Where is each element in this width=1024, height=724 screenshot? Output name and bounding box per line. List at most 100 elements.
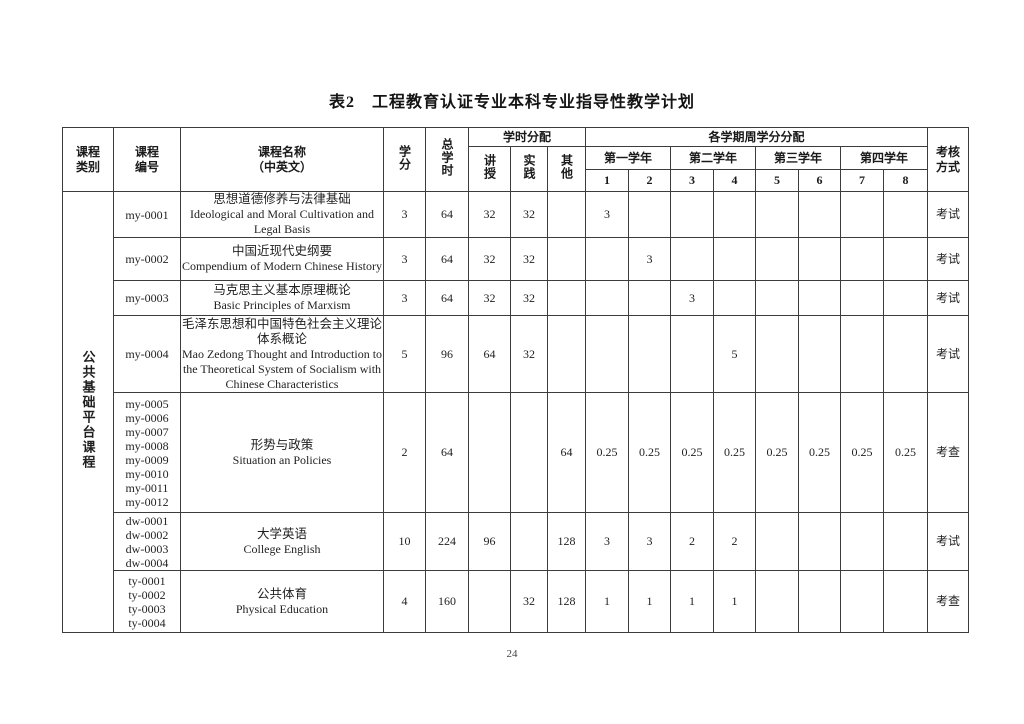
assessment-cell: 考查 — [927, 570, 969, 633]
semester-credit-cell — [755, 280, 799, 316]
course-name-zh: 马克思主义基本原理概论 — [213, 283, 351, 297]
header-semester-4: 4 — [713, 169, 756, 192]
semester-credit-cell: 2 — [713, 512, 756, 571]
course-code-cell: my-0002 — [113, 237, 181, 281]
lecture-hours-cell: 96 — [468, 512, 511, 571]
total-hours-cell: 64 — [425, 280, 469, 316]
semester-credit-cell — [883, 512, 928, 571]
semester-credit-cell — [798, 315, 841, 393]
semester-credit-cell: 0.25 — [585, 392, 629, 513]
header-year-1: 第一学年 — [585, 146, 671, 170]
semester-credit-cell — [755, 191, 799, 238]
credits-cell: 2 — [383, 392, 426, 513]
other-hours-cell — [547, 237, 586, 281]
semester-credit-cell — [840, 237, 884, 281]
course-name-zh: 形势与政策 — [250, 437, 314, 452]
assessment-cell: 考试 — [927, 191, 969, 238]
semester-credit-cell — [755, 570, 799, 633]
lecture-hours-cell — [468, 392, 511, 513]
course-code-cell: my-0001 — [113, 191, 181, 238]
semester-credit-cell — [670, 191, 714, 238]
assessment-cell: 考试 — [927, 237, 969, 281]
practice-hours-cell — [510, 392, 548, 513]
semester-credit-cell: 1 — [585, 570, 629, 633]
semester-credit-cell — [883, 237, 928, 281]
total-hours-cell: 224 — [425, 512, 469, 571]
semester-credit-cell: 3 — [670, 280, 714, 316]
header-other: 其他 — [547, 146, 586, 192]
header-lecture-label: 讲授 — [482, 154, 497, 180]
total-hours-cell: 96 — [425, 315, 469, 393]
course-name-zh: 毛泽东思想和中国特色社会主义理论体系概论 — [181, 316, 382, 346]
semester-credit-cell — [628, 280, 671, 316]
table-row: my-0003 马克思主义基本原理概论 Basic Principles of … — [63, 280, 969, 316]
semester-credit-cell — [840, 280, 884, 316]
credits-cell: 3 — [383, 280, 426, 316]
semester-credit-cell: 3 — [585, 512, 629, 571]
course-name-en: College English — [243, 541, 321, 556]
semester-credit-cell: 0.25 — [798, 392, 841, 513]
lecture-hours-cell: 32 — [468, 237, 511, 281]
credits-cell: 3 — [383, 237, 426, 281]
course-code-line: my-0010 — [125, 466, 169, 481]
lecture-hours-cell: 32 — [468, 191, 511, 238]
course-name-cell: 形势与政策 Situation an Policies — [180, 392, 384, 513]
semester-credit-cell — [883, 570, 928, 633]
credits-cell: 3 — [383, 191, 426, 238]
course-code-line: my-0002 — [125, 252, 169, 266]
course-code-line: ty-0003 — [128, 601, 166, 616]
header-row-3: 1 2 3 4 5 6 7 8 — [63, 169, 969, 192]
lecture-hours-cell: 64 — [468, 315, 511, 393]
course-code-line: my-0009 — [125, 452, 169, 467]
table-row: dw-0001 dw-0002 dw-0003 dw-0004 大学英语 Col… — [63, 512, 969, 571]
total-hours-cell: 64 — [425, 191, 469, 238]
course-name-cell: 思想道德修养与法律基础 Ideological and Moral Cultiv… — [180, 191, 384, 238]
other-hours-cell — [547, 315, 586, 393]
course-name-cell: 公共体育 Physical Education — [180, 570, 384, 633]
header-year-2: 第二学年 — [670, 146, 756, 170]
header-semester-7: 7 — [840, 169, 884, 192]
assessment-cell: 考试 — [927, 280, 969, 316]
header-semester-1: 1 — [585, 169, 629, 192]
course-code-line: my-0012 — [125, 494, 169, 509]
practice-hours-cell: 32 — [510, 280, 548, 316]
course-code-line: ty-0001 — [128, 573, 166, 588]
practice-hours-cell: 32 — [510, 237, 548, 281]
assessment-cell: 考试 — [927, 512, 969, 571]
course-code-line: ty-0002 — [128, 587, 166, 602]
course-name-en: Physical Education — [235, 601, 329, 616]
semester-credit-cell — [883, 280, 928, 316]
semester-credit-cell: 3 — [628, 237, 671, 281]
teaching-plan-table: 课程 类别 课程 编号 课程名称 （中英文） 学分 总学时 学时分配 各学期周学… — [62, 127, 969, 633]
semester-credit-cell — [585, 280, 629, 316]
course-code-line: dw-0002 — [125, 527, 169, 542]
course-name-zh: 公共体育 — [256, 586, 307, 601]
course-name-en: Situation an Policies — [232, 452, 332, 467]
header-credits: 学分 — [383, 127, 426, 192]
other-hours-cell: 64 — [547, 392, 586, 513]
other-hours-cell: 128 — [547, 570, 586, 633]
credits-cell: 5 — [383, 315, 426, 393]
header-practice-label: 实践 — [522, 154, 536, 180]
course-name-cell: 毛泽东思想和中国特色社会主义理论体系概论 Mao Zedong Thought … — [180, 315, 384, 393]
semester-credit-cell — [670, 237, 714, 281]
total-hours-cell: 64 — [425, 237, 469, 281]
table-row: 公共基础平台课程 my-0001 思想道德修养与法律基础 Ideological… — [62, 191, 969, 633]
course-code-line: my-0001 — [125, 207, 169, 222]
page-number: 24 — [506, 648, 518, 660]
course-code-line: my-0008 — [125, 438, 169, 453]
course-name-zh: 中国近现代史纲要 — [231, 244, 332, 258]
header-total-hours: 总学时 — [425, 127, 469, 192]
course-name-cell: 大学英语 College English — [180, 512, 384, 571]
semester-credit-cell — [670, 315, 714, 393]
practice-hours-cell: 32 — [510, 570, 548, 633]
assessment-cell: 考查 — [927, 392, 969, 513]
course-code-cell: dw-0001 dw-0002 dw-0003 dw-0004 — [113, 512, 181, 571]
course-code-line: my-0011 — [125, 480, 169, 495]
table-row: my-0002 中国近现代史纲要 Compendium of Modern Ch… — [63, 237, 969, 281]
semester-credit-cell: 1 — [713, 570, 756, 633]
header-year-3: 第三学年 — [755, 146, 841, 170]
page-title: 表2 工程教育认证专业本科专业指导性教学计划 — [328, 94, 695, 111]
semester-credit-cell — [755, 512, 799, 571]
header-hour-allocation: 学时分配 — [468, 127, 586, 147]
